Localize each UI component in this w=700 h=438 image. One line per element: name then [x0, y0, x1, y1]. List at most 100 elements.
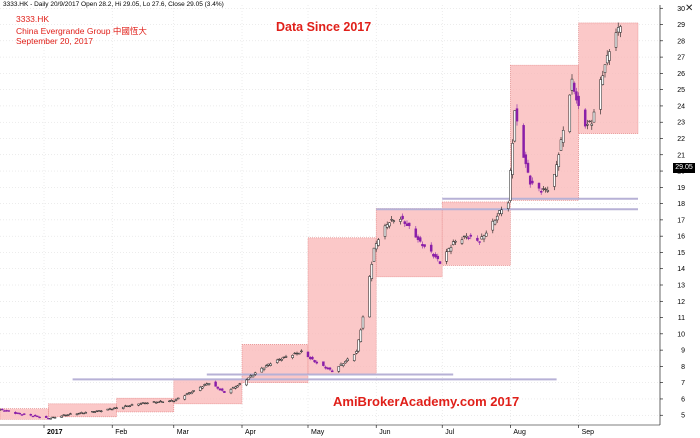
candle-body	[260, 367, 264, 373]
candle-body	[614, 32, 618, 48]
company-name: China Evergrande Group 中國恆大	[16, 26, 147, 36]
candle-body	[577, 95, 580, 106]
candle-body	[344, 361, 347, 364]
x-tick-label: Feb	[115, 429, 127, 436]
candle-body	[137, 403, 140, 406]
candle-body	[511, 143, 514, 175]
candle-body	[469, 234, 473, 237]
candle-body	[357, 339, 360, 352]
candle-body	[238, 383, 242, 385]
candle-body	[128, 405, 132, 407]
candle-body	[583, 109, 587, 127]
candle-body	[284, 356, 288, 358]
candle-body	[383, 225, 387, 237]
candle-body	[113, 407, 116, 409]
candle-body	[97, 410, 101, 412]
candle-body	[187, 392, 191, 394]
candle-body	[374, 243, 378, 250]
range-box	[578, 22, 639, 134]
candle-body	[601, 75, 605, 85]
chart-date: September 20, 2017	[16, 36, 94, 46]
candle-body	[47, 417, 50, 420]
candle-body	[403, 221, 407, 224]
candle-body	[308, 357, 312, 360]
candle-body	[506, 202, 510, 209]
candle-body	[372, 247, 376, 262]
candle-body	[66, 414, 70, 416]
candle-body	[5, 410, 8, 412]
candle-body	[152, 401, 156, 403]
candle-body	[62, 414, 66, 416]
candle-body	[436, 255, 440, 260]
candle-body	[385, 224, 389, 228]
candle-body	[282, 356, 286, 359]
candle-body	[84, 412, 88, 414]
candle-body	[449, 247, 453, 252]
candle-body	[93, 411, 96, 413]
candle-body	[515, 108, 519, 122]
candle-body	[75, 413, 79, 415]
candle-body	[203, 384, 206, 386]
candle-body	[80, 412, 83, 414]
candle-body	[447, 248, 451, 252]
candle-body	[251, 374, 255, 378]
candle-body	[328, 367, 332, 370]
candle-body	[139, 403, 143, 405]
candle-body	[599, 79, 602, 110]
candle-body	[146, 402, 149, 404]
y-tick-label: 13	[677, 283, 685, 290]
candle-body	[590, 123, 594, 126]
y-tick-label: 30	[677, 6, 685, 13]
candle-body	[126, 405, 129, 407]
y-tick-label: 27	[677, 55, 685, 62]
candle-body	[388, 222, 391, 227]
candle-body	[359, 329, 363, 342]
candle-body	[462, 235, 466, 238]
candle-body	[588, 120, 591, 123]
candle-body	[229, 389, 233, 394]
candle-body	[201, 386, 204, 389]
candle-body	[586, 124, 589, 126]
candle-body	[159, 400, 162, 403]
x-tick-label: Apr	[245, 429, 257, 436]
candle-body	[14, 411, 17, 414]
candle-body	[297, 352, 301, 355]
candle-body	[280, 359, 283, 361]
candle-body	[605, 55, 609, 64]
y-tick-label: 6	[681, 396, 685, 403]
candle-body	[234, 386, 237, 389]
candle-body	[616, 27, 620, 33]
candle-body	[592, 111, 596, 123]
y-tick-label: 10	[677, 331, 685, 338]
candle-body	[176, 397, 180, 400]
candle-body	[324, 366, 327, 369]
candle-body	[423, 244, 426, 247]
data-since-annotation: Data Since 2017	[276, 20, 372, 34]
candle-body	[557, 154, 561, 167]
candle-body	[154, 402, 158, 404]
candle-body	[124, 405, 127, 407]
close-x-icon[interactable]: ✕	[685, 3, 694, 14]
candle-body	[401, 215, 404, 220]
candle-body	[467, 237, 470, 239]
candle-body	[110, 408, 114, 411]
last-close-badge: 29.05	[673, 163, 695, 173]
candle-body	[524, 154, 528, 165]
candle-body	[407, 222, 411, 227]
candle-body	[337, 366, 341, 372]
y-tick-label: 25	[677, 87, 685, 94]
range-box	[375, 208, 443, 278]
candle-body	[500, 209, 503, 215]
candle-body	[355, 351, 358, 354]
candle-body	[498, 210, 501, 214]
candle-body	[82, 412, 85, 415]
candle-body	[537, 182, 541, 189]
candle-body	[20, 414, 24, 416]
candle-body	[544, 188, 547, 191]
candle-body	[216, 386, 220, 389]
candle-body	[315, 361, 319, 364]
candle-body	[3, 410, 6, 412]
y-tick-label: 21	[677, 152, 685, 159]
candle-body	[264, 365, 268, 368]
quote-info-line: 3333.HK - Daily 20/9/2017 Open 28.2, Hi …	[3, 1, 224, 8]
